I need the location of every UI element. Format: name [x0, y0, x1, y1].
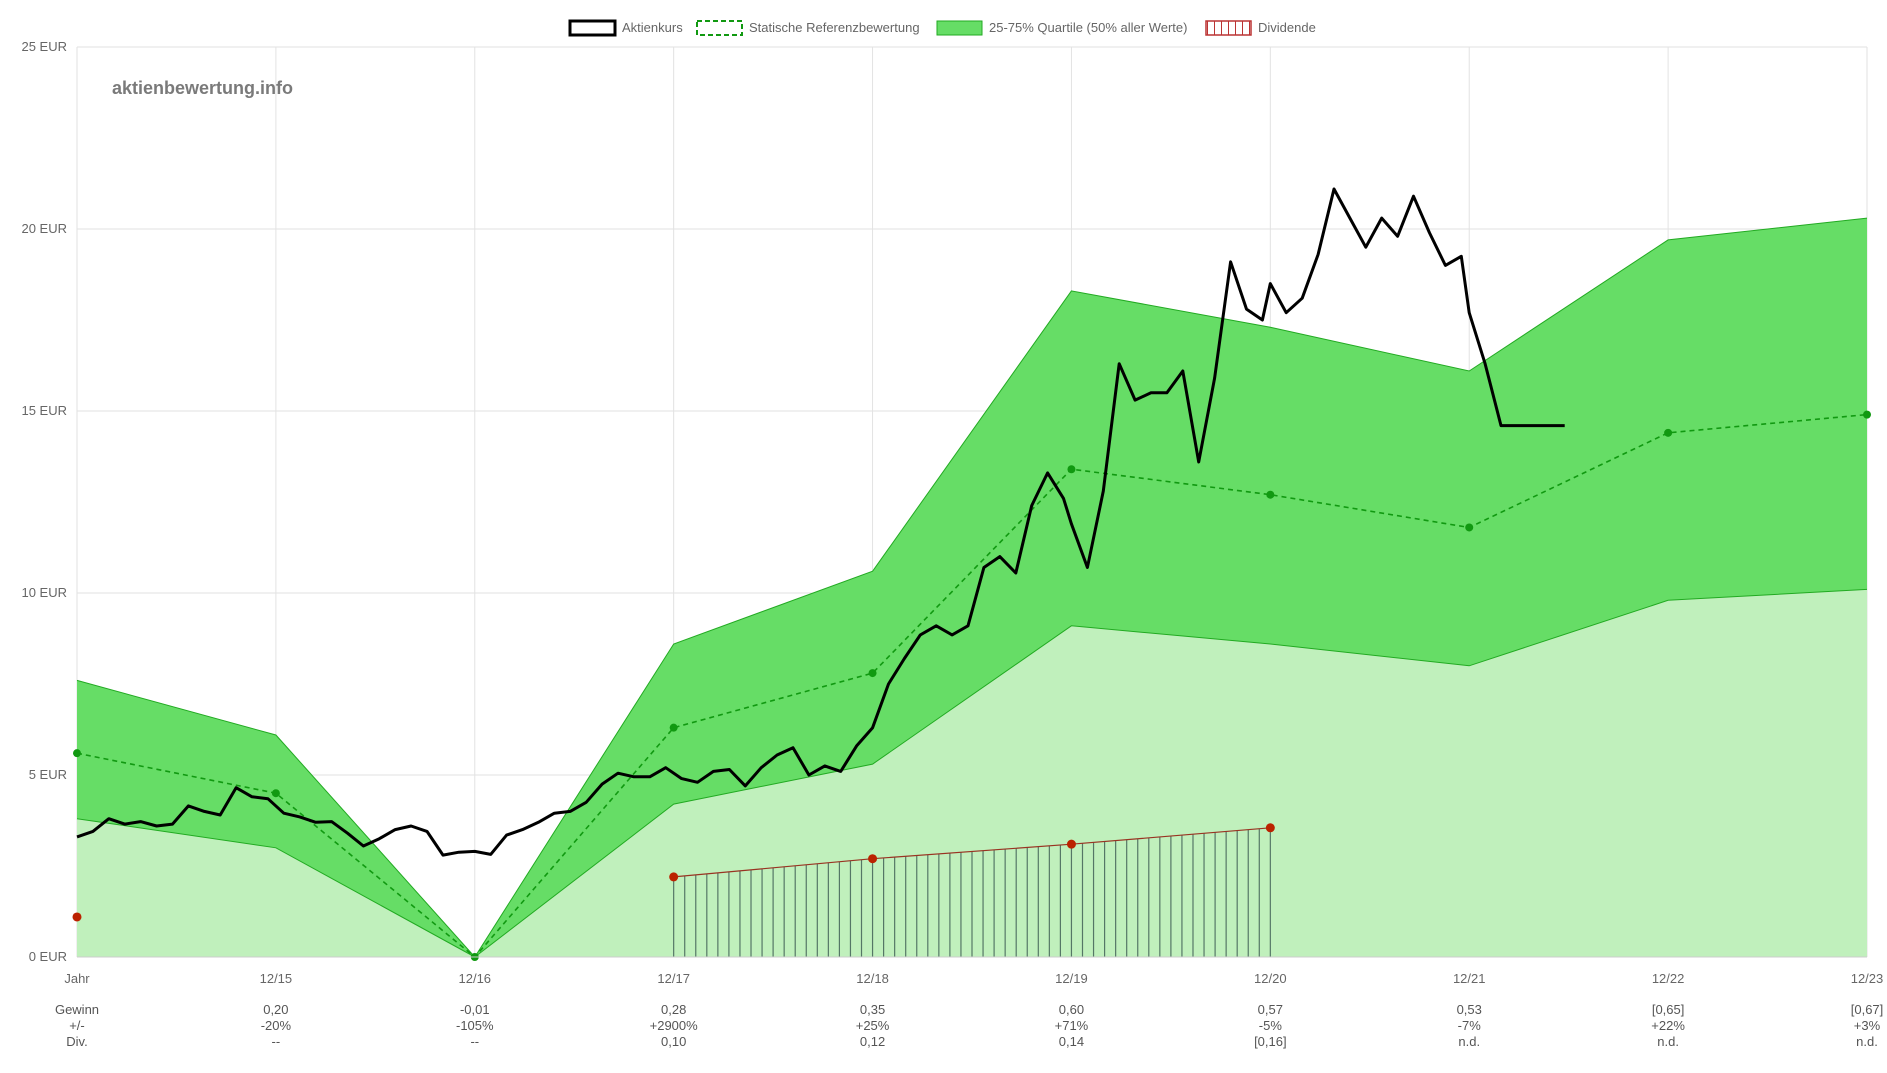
legend-item-dividend[interactable]: Dividende — [1205, 20, 1316, 36]
x-tick-label: 12/18 — [856, 971, 889, 986]
watermark-text: aktienbewertung.info — [112, 78, 293, 98]
legend: Aktienkurs Statische Referenzbewertung 2… — [568, 19, 1316, 37]
x-tick-label: Jahr — [64, 971, 90, 986]
summary-row-value: -0,01 — [460, 1002, 490, 1017]
summary-row-value: 0,28 — [661, 1002, 686, 1017]
summary-row-value: 0,14 — [1059, 1034, 1084, 1049]
legend-item-reference[interactable]: Statische Referenzbewertung — [696, 20, 920, 36]
summary-row-value: [0,67] — [1851, 1002, 1884, 1017]
summary-row-value: n.d. — [1657, 1034, 1679, 1049]
summary-row-value: [0,16] — [1254, 1034, 1287, 1049]
summary-row-value: 0,20 — [263, 1002, 288, 1017]
summary-row-value: 0,12 — [860, 1034, 885, 1049]
x-tick-label: 12/15 — [260, 971, 293, 986]
summary-row-value: n.d. — [1458, 1034, 1480, 1049]
reference-point — [1266, 490, 1275, 499]
reference-point — [1664, 428, 1673, 437]
lower-quartile-area — [77, 589, 1867, 957]
summary-row-value: -20% — [261, 1018, 292, 1033]
x-tick-label: 12/17 — [657, 971, 690, 986]
share-price-line — [76, 187, 1565, 857]
dividend-point — [669, 872, 679, 882]
quartile-upper-edge — [76, 217, 1868, 958]
summary-row-value: -- — [272, 1034, 281, 1049]
summary-row-value: [0,65] — [1652, 1002, 1685, 1017]
summary-row-value: -- — [470, 1034, 479, 1049]
summary-row-value: +25% — [856, 1018, 890, 1033]
dividend-hatch — [673, 827, 1271, 957]
reference-valuation-line — [76, 413, 1868, 959]
summary-row-value: +22% — [1651, 1018, 1685, 1033]
reference-point — [73, 749, 81, 758]
dividend-point — [1265, 823, 1275, 833]
y-tick-label: 10 EUR — [21, 585, 67, 600]
x-tick-label: 12/19 — [1055, 971, 1088, 986]
dividend-line — [673, 827, 1271, 878]
reference-point — [1465, 523, 1474, 532]
summary-row-value: 0,35 — [860, 1002, 885, 1017]
reference-point — [1067, 465, 1076, 474]
legend-swatch-reference — [696, 20, 743, 36]
x-tick-label: 12/23 — [1851, 971, 1884, 986]
legend-label-reference: Statische Referenzbewertung — [749, 20, 920, 35]
summary-row-value: -105% — [456, 1018, 494, 1033]
dividend-point — [868, 854, 878, 864]
legend-item-quartile[interactable]: 25-75% Quartile (50% aller Werte) — [936, 20, 1187, 36]
summary-row-value: -7% — [1458, 1018, 1482, 1033]
legend-swatch-dividend — [1205, 20, 1252, 36]
summary-row-value: +3% — [1854, 1018, 1881, 1033]
legend-swatch-quartile — [936, 20, 983, 36]
quartile-lower-edge — [76, 588, 1868, 958]
summary-row-value: -5% — [1259, 1018, 1283, 1033]
x-tick-label: 12/16 — [459, 971, 492, 986]
summary-row-label: Gewinn — [55, 1002, 99, 1017]
reference-point — [669, 723, 678, 732]
y-tick-label: 0 EUR — [29, 949, 67, 964]
reference-point — [271, 789, 280, 798]
y-tick-label: 15 EUR — [21, 403, 67, 418]
summary-row-label: +/- — [69, 1018, 85, 1033]
reference-point — [1863, 410, 1871, 419]
summary-row-value: +71% — [1055, 1018, 1089, 1033]
legend-label-dividend: Dividende — [1258, 20, 1316, 35]
summary-row-value: +2900% — [650, 1018, 699, 1033]
y-tick-label: 5 EUR — [29, 767, 67, 782]
quartile-band — [77, 218, 1867, 958]
summary-row-value: 0,10 — [661, 1034, 686, 1049]
x-tick-label: 12/20 — [1254, 971, 1287, 986]
x-tick-label: 12/22 — [1652, 971, 1685, 986]
reference-point — [868, 669, 877, 678]
y-tick-label: 20 EUR — [21, 221, 67, 236]
summary-row-label: Div. — [66, 1034, 87, 1049]
dividend-point — [72, 912, 82, 922]
legend-label-quartile: 25-75% Quartile (50% aller Werte) — [989, 20, 1187, 35]
y-tick-label: 25 EUR — [21, 39, 67, 54]
legend-swatch-price — [568, 19, 617, 37]
legend-label-price: Aktienkurs — [622, 20, 683, 35]
x-tick-label: 12/21 — [1453, 971, 1486, 986]
summary-row-value: 0,60 — [1059, 1002, 1084, 1017]
plot-area: 0 EUR 5 EUR 10 EUR 15 EUR 20 EUR 25 EUR Jahr 12… — [21, 39, 1883, 1049]
summary-row-value: n.d. — [1856, 1034, 1878, 1049]
legend-item-price[interactable]: Aktienkurs — [568, 19, 683, 37]
summary-row-value: 0,57 — [1258, 1002, 1283, 1017]
dividend-point — [1066, 839, 1076, 849]
summary-row-value: 0,53 — [1457, 1002, 1482, 1017]
